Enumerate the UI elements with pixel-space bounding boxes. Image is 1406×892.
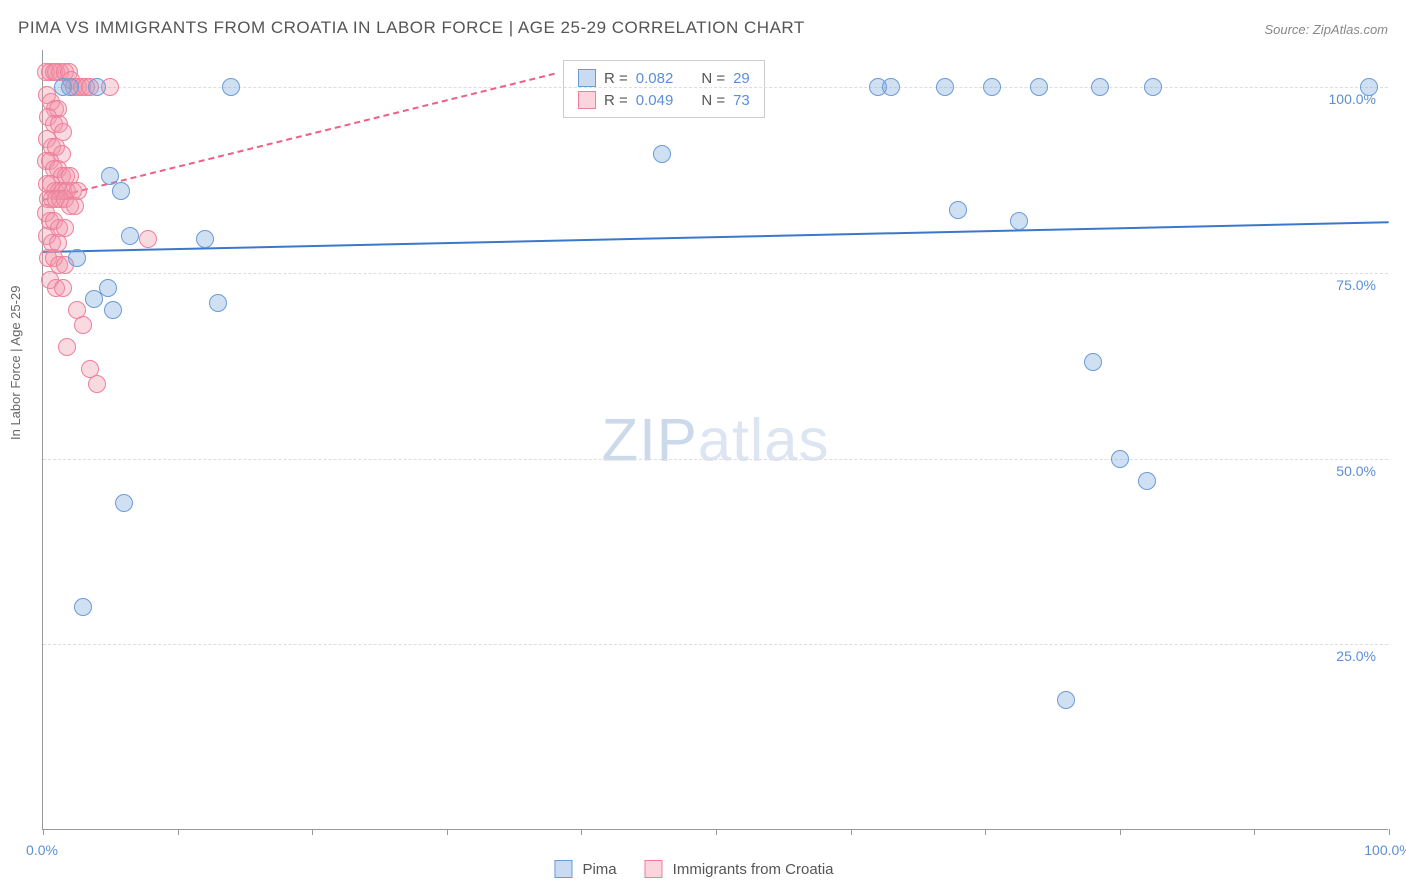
data-point [1057, 691, 1075, 709]
gridline [43, 644, 1388, 645]
n-value: 73 [733, 92, 750, 109]
x-tick [1120, 829, 1121, 835]
legend-swatch [578, 91, 596, 109]
watermark-zip: ZIP [601, 406, 697, 473]
legend-label: Immigrants from Croatia [673, 861, 834, 878]
legend-swatch [645, 860, 663, 878]
data-point [936, 78, 954, 96]
data-point [1360, 78, 1378, 96]
gridline [43, 273, 1388, 274]
r-value: 0.049 [636, 92, 674, 109]
source-attribution: Source: ZipAtlas.com [1264, 22, 1388, 37]
x-tick-label: 0.0% [26, 842, 58, 858]
x-tick [851, 829, 852, 835]
x-tick [178, 829, 179, 835]
data-point [653, 145, 671, 163]
data-point [104, 301, 122, 319]
data-point [115, 494, 133, 512]
data-point [58, 338, 76, 356]
data-point [66, 197, 84, 215]
data-point [61, 78, 79, 96]
data-point [983, 78, 1001, 96]
series-legend: Pima Immigrants from Croatia [554, 860, 851, 878]
data-point [882, 78, 900, 96]
data-point [68, 249, 86, 267]
plot-area: ZIPatlas R = 0.082N = 29R = 0.049N = 73 … [42, 50, 1388, 830]
x-tick [581, 829, 582, 835]
x-tick [43, 829, 44, 835]
data-point [54, 279, 72, 297]
data-point [88, 375, 106, 393]
data-point [1111, 450, 1129, 468]
x-tick [1254, 829, 1255, 835]
data-point [1030, 78, 1048, 96]
r-label: R = [604, 70, 628, 87]
watermark: ZIPatlas [601, 405, 829, 474]
data-point [85, 290, 103, 308]
legend-swatch [578, 69, 596, 87]
x-tick [716, 829, 717, 835]
data-point [1138, 472, 1156, 490]
data-point [1084, 353, 1102, 371]
chart-title: PIMA VS IMMIGRANTS FROM CROATIA IN LABOR… [18, 18, 805, 38]
x-tick [447, 829, 448, 835]
data-point [88, 78, 106, 96]
gridline [43, 459, 1388, 460]
data-point [112, 182, 130, 200]
y-axis-label: In Labor Force | Age 25-29 [8, 286, 23, 440]
x-tick [1389, 829, 1390, 835]
data-point [209, 294, 227, 312]
data-point [1091, 78, 1109, 96]
n-label: N = [701, 92, 725, 109]
gridline [43, 87, 1388, 88]
data-point [121, 227, 139, 245]
legend-label: Pima [582, 861, 616, 878]
data-point [139, 230, 157, 248]
correlation-chart: PIMA VS IMMIGRANTS FROM CROATIA IN LABOR… [0, 0, 1406, 892]
data-point [949, 201, 967, 219]
data-point [74, 598, 92, 616]
watermark-atlas: atlas [698, 406, 830, 473]
data-point [74, 316, 92, 334]
data-point [222, 78, 240, 96]
stats-legend-row: R = 0.049 N = 73 [578, 89, 750, 111]
stats-legend-row: R = 0.082 N = 29 [578, 67, 750, 89]
data-point [196, 230, 214, 248]
n-label: N = [701, 70, 725, 87]
y-tick-label: 75.0% [1336, 277, 1376, 293]
x-tick [985, 829, 986, 835]
legend-swatch [554, 860, 572, 878]
stats-legend: R = 0.082 N = 29 R = 0.049 N = 73 [563, 60, 765, 118]
r-label: R = [604, 92, 628, 109]
x-tick-label: 100.0% [1364, 842, 1406, 858]
n-value: 29 [733, 70, 750, 87]
trend-line [43, 221, 1389, 253]
r-value: 0.082 [636, 70, 674, 87]
x-tick [312, 829, 313, 835]
data-point [1144, 78, 1162, 96]
data-point [1010, 212, 1028, 230]
y-tick-label: 50.0% [1336, 463, 1376, 479]
y-tick-label: 25.0% [1336, 648, 1376, 664]
